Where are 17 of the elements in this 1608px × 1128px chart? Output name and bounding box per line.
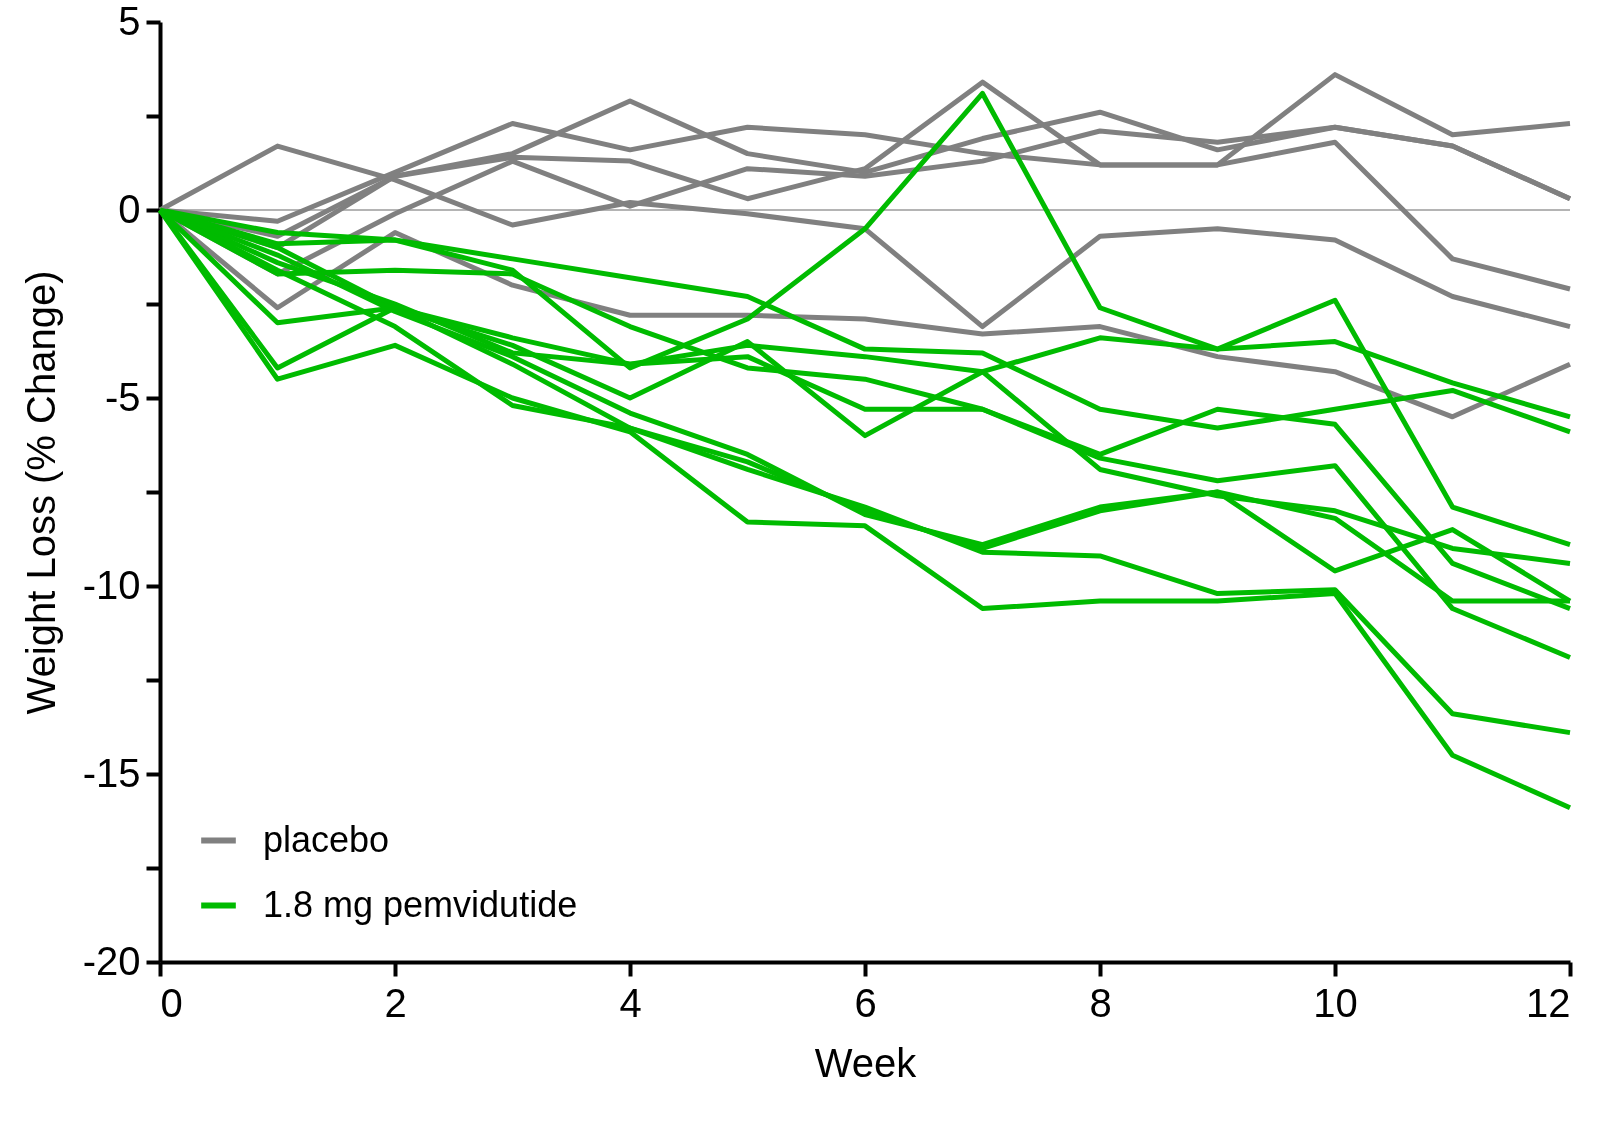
y-tick-label: -10 bbox=[82, 562, 141, 607]
y-tick-label: -5 bbox=[104, 374, 141, 419]
x-tick-label: 6 bbox=[854, 980, 877, 1025]
legend-label: placebo bbox=[263, 818, 390, 860]
legend-label: 1.8 mg pemvidutide bbox=[263, 883, 578, 925]
x-tick-label: 10 bbox=[1313, 980, 1358, 1025]
y-tick-label: -15 bbox=[82, 750, 141, 795]
y-tick-label: 5 bbox=[118, 0, 141, 43]
x-axis-title: Week bbox=[814, 1040, 918, 1085]
x-tick-label: 8 bbox=[1089, 980, 1112, 1025]
y-axis-title: Weight Loss (% Change) bbox=[18, 270, 63, 715]
y-tick-label: 0 bbox=[118, 186, 141, 231]
x-tick-label: 12 bbox=[1526, 980, 1571, 1025]
y-tick-label: -20 bbox=[82, 938, 141, 983]
x-tick-label: 4 bbox=[619, 980, 642, 1025]
x-tick-label: 0 bbox=[160, 980, 183, 1025]
x-tick-label: 2 bbox=[384, 980, 407, 1025]
